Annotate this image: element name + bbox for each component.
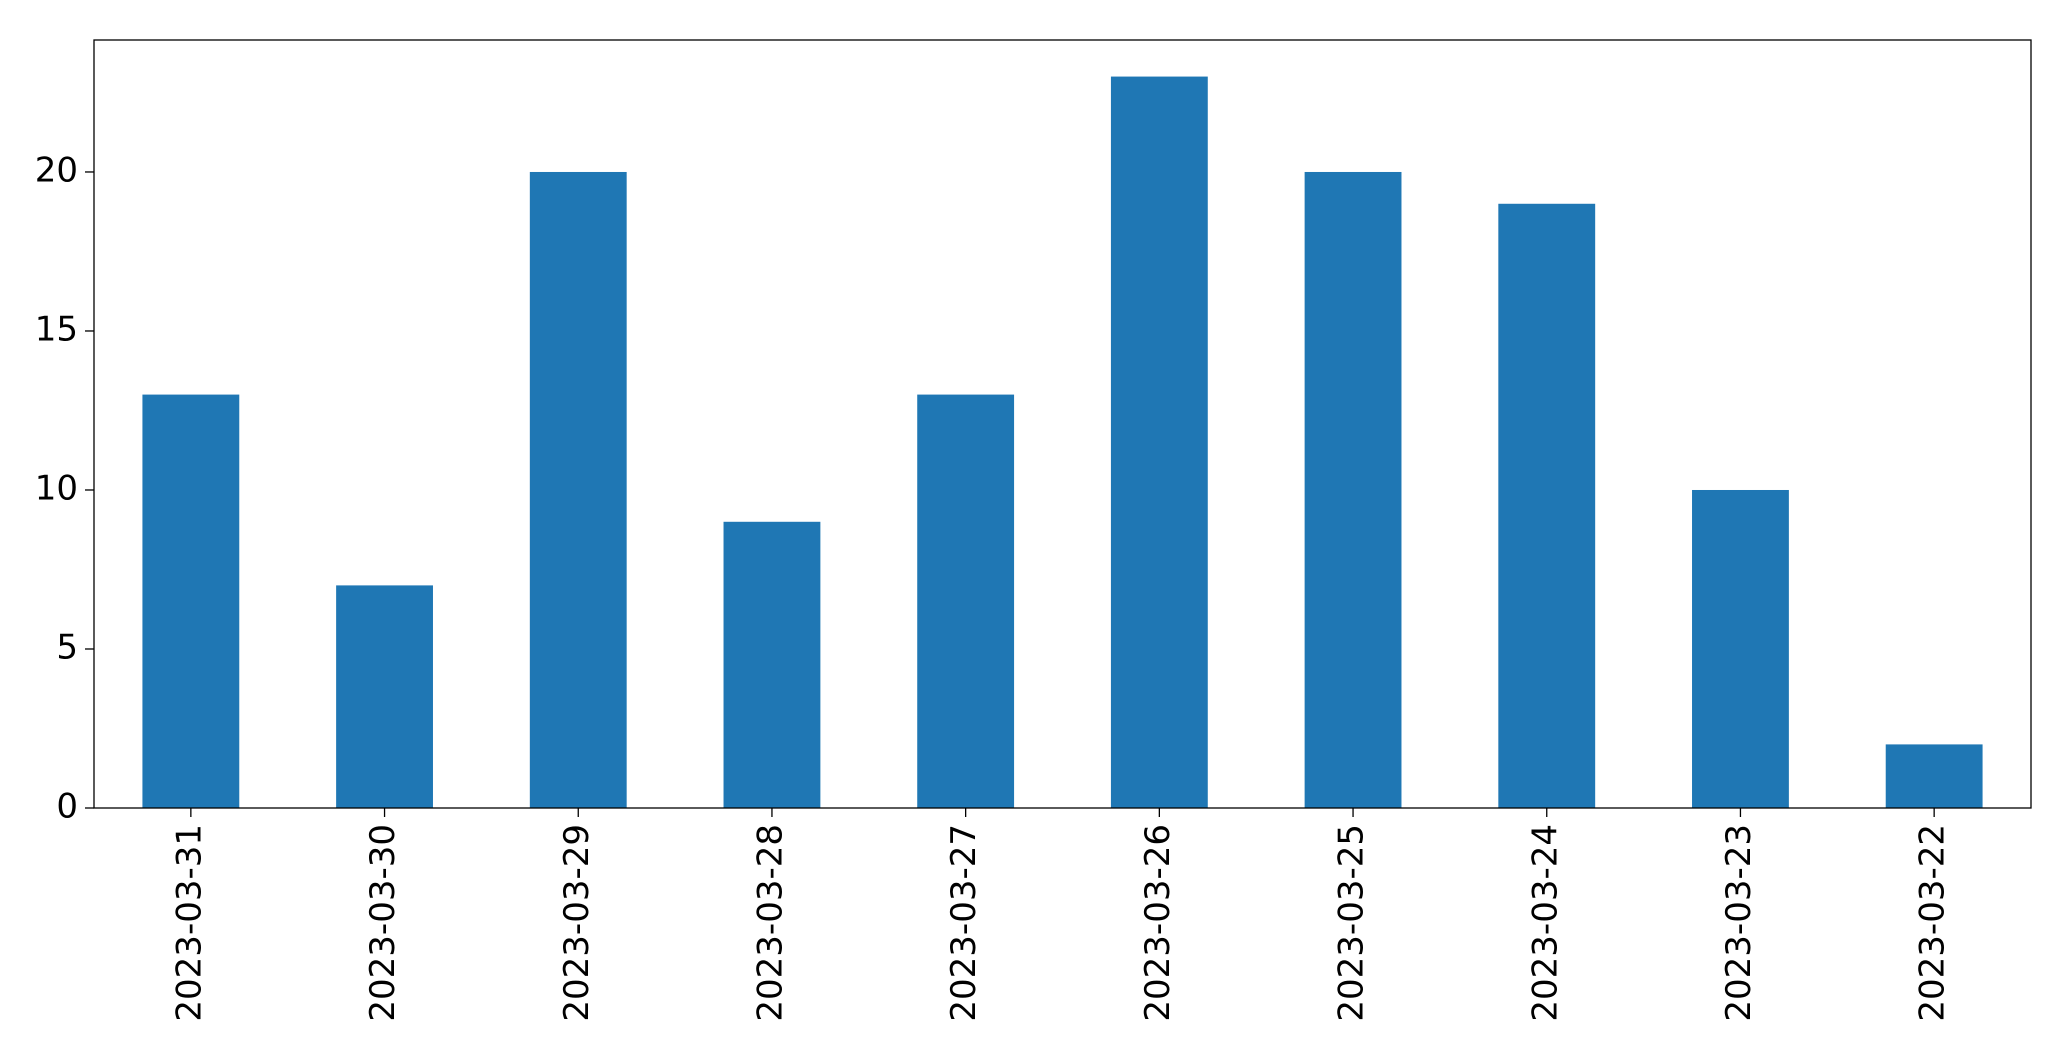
y-tick-label: 5: [56, 627, 78, 667]
bar: [723, 521, 821, 808]
bar: [1498, 203, 1596, 809]
x-tick-label: 2023-03-31: [169, 824, 209, 1022]
bar: [1692, 489, 1789, 808]
plot-frame: [93, 39, 2032, 809]
x-tick-label: 2023-03-27: [944, 824, 984, 1022]
bar: [1304, 171, 1402, 808]
x-tick-label: 2023-03-30: [363, 824, 403, 1022]
x-tick-label: 2023-03-22: [1913, 824, 1953, 1022]
x-tick-label: 2023-03-24: [1525, 824, 1565, 1022]
y-tick-label: 0: [56, 787, 78, 827]
x-tick-label: 2023-03-26: [1138, 824, 1178, 1022]
y-tick-label: 15: [35, 309, 78, 349]
x-tick-label: 2023-03-29: [557, 824, 597, 1022]
x-tick-label: 2023-03-28: [750, 824, 790, 1022]
bar: [1885, 744, 1983, 808]
bar: [336, 585, 433, 808]
bar: [917, 394, 1015, 808]
y-tick-label: 20: [35, 150, 78, 190]
bar: [1110, 76, 1208, 809]
bar: [142, 394, 240, 808]
y-tick-label: 10: [35, 468, 78, 508]
x-tick-label: 2023-03-25: [1332, 824, 1372, 1022]
bar: [529, 171, 627, 808]
x-tick-label: 2023-03-23: [1719, 824, 1759, 1022]
